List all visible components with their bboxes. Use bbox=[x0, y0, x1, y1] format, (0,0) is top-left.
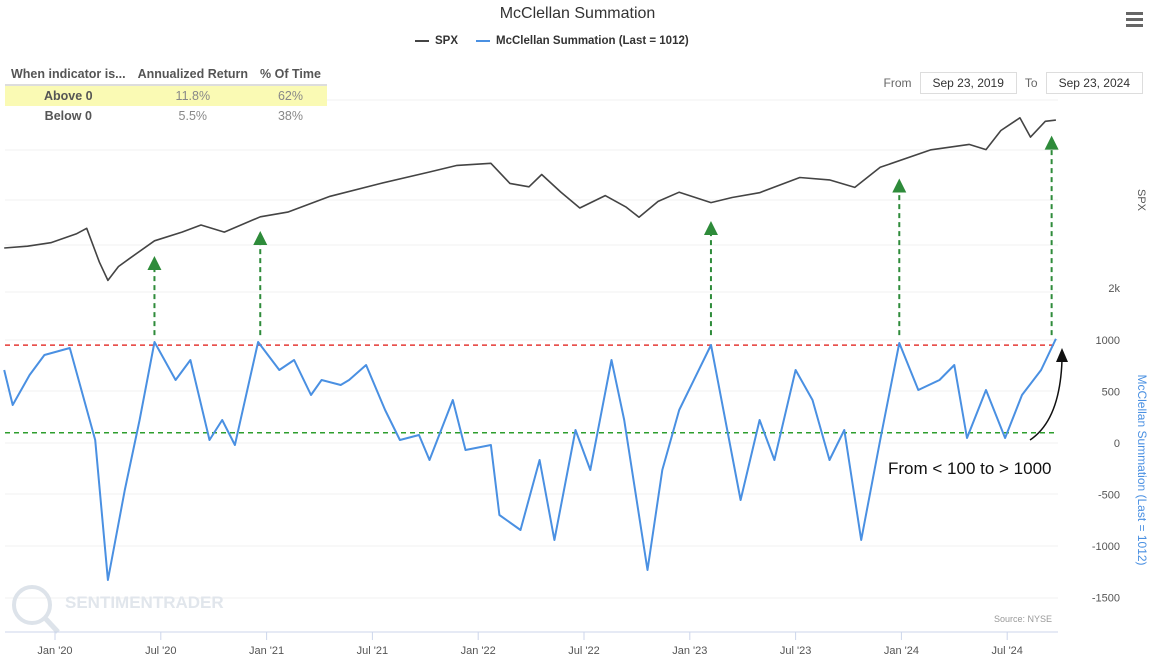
mcclellan-tick-label: 1000 bbox=[1096, 335, 1120, 347]
x-tick-label: Jul '22 bbox=[568, 645, 599, 657]
from-date-input[interactable]: Sep 23, 2019 bbox=[919, 72, 1017, 94]
cell-return: 5.5% bbox=[178, 109, 208, 123]
annotation-arrow bbox=[1029, 359, 1063, 441]
cell-time: 62% bbox=[254, 85, 327, 106]
arrow-head-icon bbox=[147, 255, 162, 270]
arrow-head-icon bbox=[1044, 135, 1059, 150]
cell-time: 38% bbox=[277, 109, 303, 123]
mcclellan-axis-title: McClellan Summation (Last = 1012) bbox=[1135, 374, 1149, 565]
arrow-head-icon bbox=[253, 230, 268, 245]
to-label: To bbox=[1024, 76, 1038, 90]
annotation-text: From < 100 to > 1000 bbox=[888, 459, 1052, 478]
table-row: Below 0 5.5% 38% bbox=[5, 106, 327, 126]
legend-label: SPX bbox=[435, 35, 459, 47]
x-tick-label: Jan '22 bbox=[461, 645, 496, 657]
date-range: From Sep 23, 2019 To Sep 23, 2024 bbox=[883, 72, 1143, 94]
spx-tick-label: 2k bbox=[1108, 283, 1120, 295]
legend-label: McClellan Summation (Last = 1012) bbox=[496, 35, 689, 47]
spx-axis-title: SPX bbox=[1135, 189, 1147, 212]
column-header: Annualized Return bbox=[131, 64, 255, 86]
watermark-text: SENTIMENTRADER bbox=[65, 593, 224, 612]
row-label: Below 0 bbox=[44, 109, 92, 123]
x-tick-label: Jan '24 bbox=[884, 645, 919, 657]
mcclellan-tick-label: -500 bbox=[1098, 490, 1120, 502]
mcclellan-tick-label: 0 bbox=[1114, 438, 1120, 450]
spx-line bbox=[4, 117, 1056, 282]
chart-title: McClellan Summation bbox=[499, 5, 656, 22]
column-header: When indicator is... bbox=[5, 64, 132, 86]
from-label: From bbox=[883, 76, 912, 90]
arrow-head-icon bbox=[1056, 348, 1068, 362]
x-tick-label: Jan '20 bbox=[37, 645, 72, 657]
legend-item-mcclellan[interactable]: McClellan Summation (Last = 1012) bbox=[476, 35, 689, 47]
cell-return: 11.8% bbox=[131, 85, 255, 106]
x-tick-label: Jan '21 bbox=[249, 645, 284, 657]
x-tick-label: Jul '23 bbox=[780, 645, 811, 657]
legend-item-spx[interactable]: SPX bbox=[415, 35, 458, 47]
x-tick-label: Jul '20 bbox=[145, 645, 176, 657]
arrow-head-icon bbox=[892, 178, 907, 193]
hamburger-icon[interactable] bbox=[1126, 12, 1143, 30]
to-date-input[interactable]: Sep 23, 2024 bbox=[1045, 72, 1143, 94]
x-tick-label: Jan '23 bbox=[672, 645, 707, 657]
row-label: Above 0 bbox=[5, 85, 132, 106]
mcclellan-tick-label: -1500 bbox=[1092, 593, 1120, 605]
stats-table: When indicator is... Annualized Return% O… bbox=[5, 64, 327, 126]
arrow-head-icon bbox=[703, 220, 718, 235]
legend: SPX McClellan Summation (Last = 1012) bbox=[415, 35, 689, 47]
column-header: % Of Time bbox=[254, 64, 327, 86]
watermark-logo: SENTIMENTRADER bbox=[12, 585, 224, 634]
table-row: Above 0 11.8% 62% bbox=[5, 85, 327, 106]
mcclellan-line bbox=[3, 338, 1057, 581]
x-tick-label: Jul '24 bbox=[991, 645, 1022, 657]
mcclellan-tick-label: -1000 bbox=[1092, 541, 1120, 553]
x-tick-label: Jul '21 bbox=[357, 645, 388, 657]
mcclellan-tick-label: 500 bbox=[1102, 387, 1120, 399]
source-label: Source: NYSE bbox=[994, 614, 1052, 624]
